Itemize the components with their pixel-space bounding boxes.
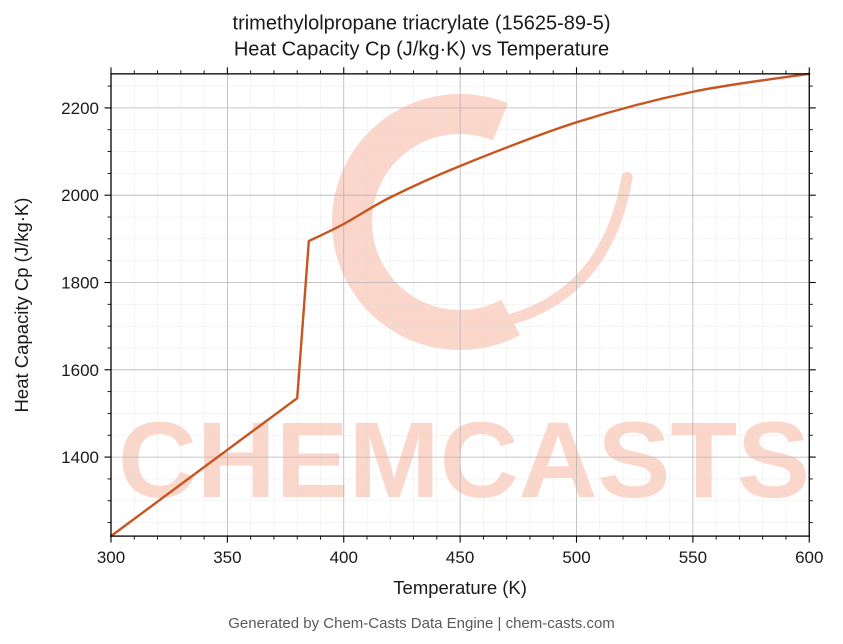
svg-text:500: 500	[562, 548, 590, 567]
svg-text:600: 600	[795, 548, 823, 567]
svg-text:1600: 1600	[61, 361, 99, 380]
svg-text:CHEMCASTS: CHEMCASTS	[118, 399, 810, 520]
svg-text:Heat Capacity Cp (J/kg·K) vs T: Heat Capacity Cp (J/kg·K) vs Temperature	[234, 39, 609, 61]
svg-text:2000: 2000	[61, 186, 99, 205]
svg-text:400: 400	[330, 548, 358, 567]
svg-text:trimethylolpropane triacrylate: trimethylolpropane triacrylate (15625-89…	[233, 13, 611, 35]
svg-text:1400: 1400	[61, 448, 99, 467]
svg-text:450: 450	[446, 548, 474, 567]
svg-text:2200: 2200	[61, 99, 99, 118]
svg-text:Temperature (K): Temperature (K)	[393, 577, 527, 598]
svg-text:300: 300	[97, 548, 125, 567]
svg-text:550: 550	[679, 548, 707, 567]
svg-text:1800: 1800	[61, 274, 99, 293]
svg-text:350: 350	[213, 548, 241, 567]
svg-text:Heat Capacity Cp (J/kg·K): Heat Capacity Cp (J/kg·K)	[11, 198, 32, 413]
svg-text:Generated by Chem-Casts Data E: Generated by Chem-Casts Data Engine | ch…	[228, 615, 615, 632]
